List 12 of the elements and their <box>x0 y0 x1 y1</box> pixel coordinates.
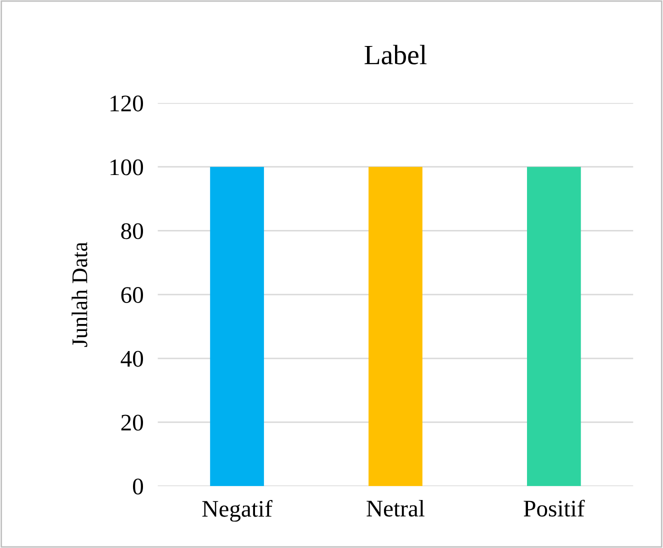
y-tick-label: 20 <box>121 414 144 431</box>
x-tick-label: Netral <box>366 500 425 517</box>
x-tick-label: Negatif <box>202 500 272 522</box>
y-tick-label: 0 <box>133 478 144 494</box>
y-tick-label: 60 <box>121 287 144 303</box>
y-tick-label: 120 <box>110 96 144 112</box>
y-tick-label: 80 <box>121 223 144 240</box>
y-tick-label: 40 <box>120 350 144 367</box>
x-tick-label: Positif <box>524 500 585 517</box>
y-tick-label: 100 <box>110 159 144 176</box>
y-axis-title: Junlah Data <box>72 242 88 347</box>
chart-title: Label <box>364 44 427 64</box>
